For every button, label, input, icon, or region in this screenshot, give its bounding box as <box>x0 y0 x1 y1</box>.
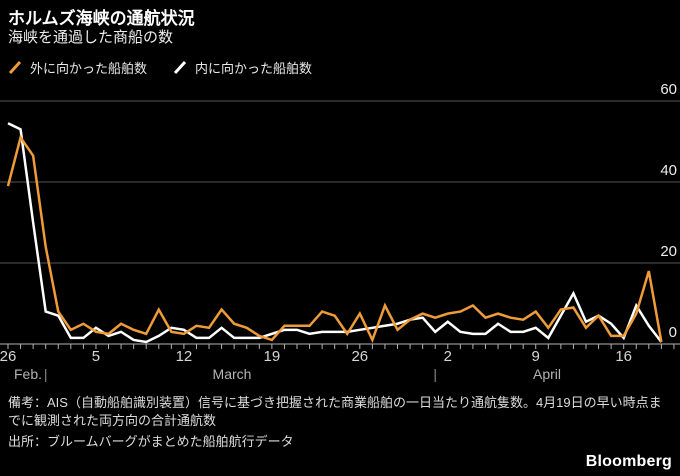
footnote: 備考：AIS（自動船舶識別装置）信号に基づき把握された商業船舶の一日当たり通航隻… <box>8 395 662 429</box>
legend-label-outbound: 外に向かった船舶数 <box>30 61 148 76</box>
inbound-series-line <box>7 122 663 344</box>
x-axis-label: 5 <box>91 348 101 365</box>
traffic-line-chart <box>0 100 680 349</box>
x-axis-label: 16 <box>615 348 633 365</box>
chart-legend: 外に向かった船舶数 内に向かった船舶数 <box>8 58 312 77</box>
bloomberg-logo: Bloomberg <box>585 453 672 470</box>
y-axis-label: 40 <box>660 162 677 179</box>
y-axis-label: 20 <box>660 243 677 260</box>
chart-title: ホルムズ海峡の通航状況 <box>8 9 195 28</box>
chart-subtitle: 海峡を通過した商船の数 <box>8 29 174 46</box>
month-separator: | <box>433 366 438 382</box>
legend-slash-icon-outbound <box>8 60 22 75</box>
source-note: 出所：ブルームバーグがまとめた船舶航行データ <box>8 433 294 449</box>
legend-label-inbound: 内に向かった船舶数 <box>195 61 313 76</box>
y-axis-label: 60 <box>660 81 677 98</box>
x-axis-label: 19 <box>263 348 281 365</box>
month-label: March <box>212 366 252 382</box>
legend-item-outbound: 外に向かった船舶数 <box>8 58 147 77</box>
x-axis-label: 2 <box>443 348 452 365</box>
y-axis-label: 0 <box>668 324 677 341</box>
month-separator: | <box>43 366 48 382</box>
legend-slash-icon-inbound <box>173 60 187 75</box>
chart-footer: 備考：AIS（自動船舶識別装置）信号に基づき把握された商業船舶の一日当たり通航隻… <box>8 394 672 451</box>
x-axis-label: 9 <box>531 348 540 365</box>
x-axis-label: 12 <box>175 348 193 365</box>
legend-item-inbound: 内に向かった船舶数 <box>173 58 312 77</box>
x-axis-label: 26 <box>351 348 369 365</box>
month-label: April <box>532 366 561 382</box>
x-axis-label: 26 <box>0 348 17 365</box>
month-label: Feb. <box>13 366 42 382</box>
outbound-series-line <box>6 134 663 344</box>
